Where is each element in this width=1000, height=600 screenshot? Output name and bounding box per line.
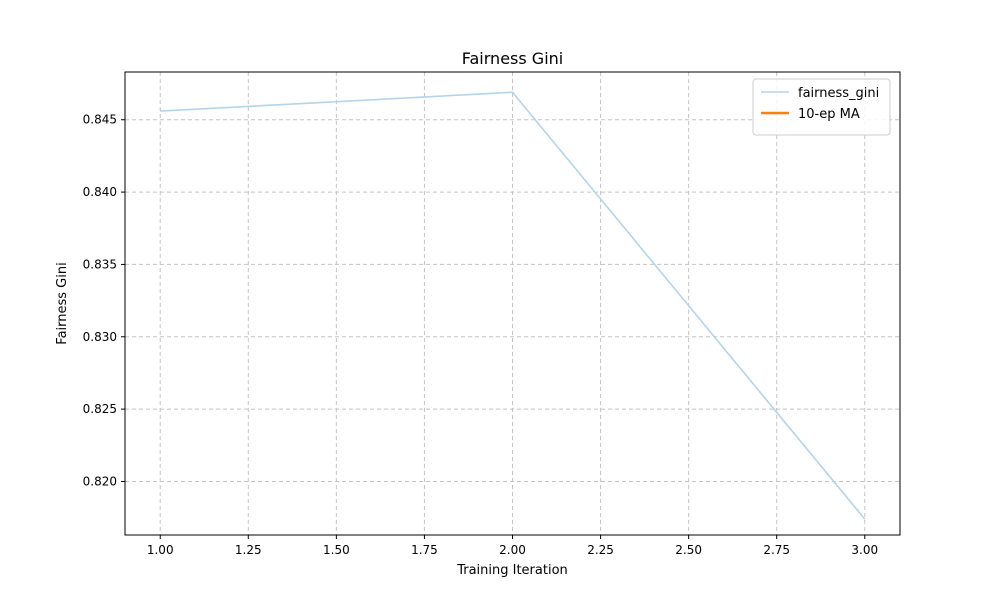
- y-axis-label: Fairness Gini: [55, 262, 70, 344]
- legend-box: [752, 78, 891, 136]
- chart-title: Fairness Gini: [462, 49, 563, 68]
- series-line-fairness_gini: [160, 91, 866, 520]
- x-tick-label: 3.00: [851, 543, 878, 557]
- x-tick-label: 2.50: [675, 543, 702, 557]
- y-tick-label: 0.835: [83, 257, 117, 271]
- grid: [125, 72, 900, 535]
- y-tick-label: 0.845: [83, 113, 117, 127]
- x-axis-label: Training Iteration: [456, 563, 568, 578]
- y-tick-label: 0.820: [83, 474, 117, 488]
- x-tick-label: 2.00: [499, 543, 526, 557]
- y-tick-label: 0.840: [83, 185, 117, 199]
- legend-label-10-ep MA: 10-ep MA: [798, 107, 860, 122]
- x-tick-label: 2.75: [763, 543, 790, 557]
- y-axis-ticks: 0.820 0.825 0.830 0.835 0.840 0.845: [83, 113, 125, 488]
- x-tick-label: 1.50: [323, 543, 350, 557]
- legend-label-fairness_gini: fairness_gini: [798, 86, 879, 101]
- y-tick-label: 0.830: [83, 330, 117, 344]
- x-tick-label: 1.75: [411, 543, 438, 557]
- series-layer: [160, 91, 866, 520]
- x-tick-label: 2.25: [587, 543, 614, 557]
- x-axis-ticks: 1.00 1.25 1.50 1.75 2.00 2.25 2.50 2.75 3.00: [147, 535, 878, 557]
- y-tick-label: 0.825: [83, 402, 117, 416]
- x-tick-label: 1.25: [235, 543, 262, 557]
- x-tick-label: 1.00: [147, 543, 174, 557]
- legend: fairness_gini 10-ep MA: [752, 78, 891, 136]
